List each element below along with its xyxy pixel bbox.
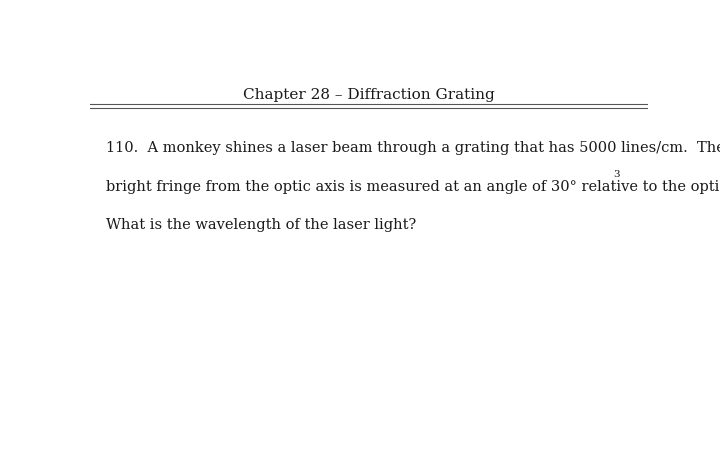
- Text: bright fringe from the optic axis is measured at an angle of 30° relative to the: bright fringe from the optic axis is mea…: [106, 180, 720, 194]
- Text: Chapter 28 – Diffraction Grating: Chapter 28 – Diffraction Grating: [243, 88, 495, 102]
- Text: 3: 3: [613, 169, 619, 178]
- Text: What is the wavelength of the laser light?: What is the wavelength of the laser ligh…: [106, 218, 416, 232]
- Text: 110.  A monkey shines a laser beam through a grating that has 5000 lines/cm.  Th: 110. A monkey shines a laser beam throug…: [106, 141, 720, 156]
